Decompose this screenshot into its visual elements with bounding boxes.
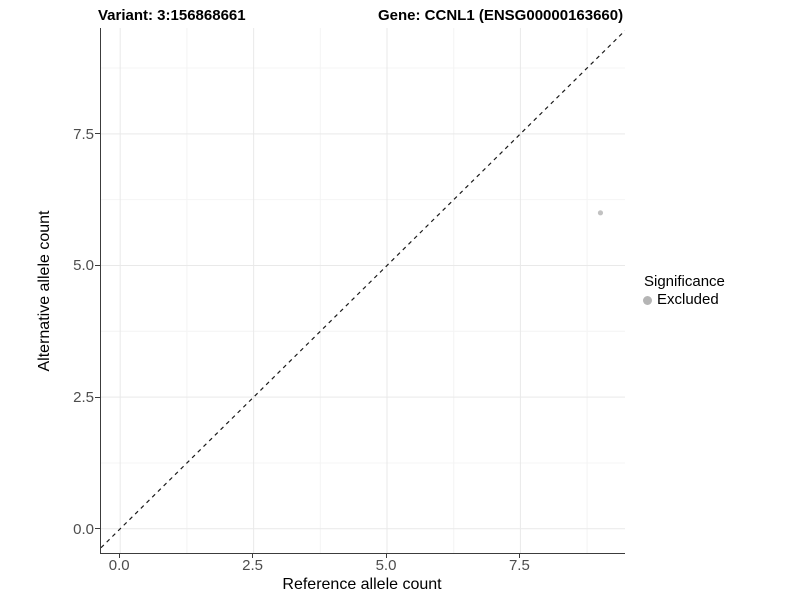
plot-canvas xyxy=(101,28,625,553)
x-axis-tick xyxy=(518,553,520,558)
data-point-excluded xyxy=(597,210,604,216)
legend-title: Significance xyxy=(644,273,725,290)
x-axis-tick-label: 2.5 xyxy=(242,557,264,574)
plot-panel xyxy=(100,28,625,554)
y-axis-tick-label: 2.5 xyxy=(73,389,94,407)
y-axis-tick xyxy=(95,396,100,398)
x-axis-tick-label: 5.0 xyxy=(375,557,397,574)
legend-entry-label: Excluded xyxy=(657,291,719,308)
y-axis-title: Alternative allele count xyxy=(36,210,53,372)
y-axis-tick xyxy=(95,264,100,266)
x-axis-tick-label: 7.5 xyxy=(508,557,530,574)
y-axis-tick-label: 5.0 xyxy=(73,257,94,275)
x-axis-tick-label: 0.0 xyxy=(108,557,130,574)
x-axis-tick xyxy=(252,553,254,558)
y-axis-tick-label: 7.5 xyxy=(73,125,94,143)
x-axis-tick xyxy=(118,553,120,558)
variant-title: Variant: 3:156868661 xyxy=(98,7,246,24)
gene-title: Gene: CCNL1 (ENSG00000163660) xyxy=(378,7,624,24)
y-axis-tick xyxy=(95,133,100,135)
legend: Significance Excluded xyxy=(640,272,725,309)
y-axis-tick xyxy=(95,528,100,530)
legend-point-icon xyxy=(643,295,652,305)
y-axis-tick-label: 0.0 xyxy=(73,520,94,538)
identity-line xyxy=(101,30,625,549)
x-axis-title: Reference allele count xyxy=(282,576,442,593)
legend-entry-excluded: Excluded xyxy=(640,291,725,309)
x-axis-tick xyxy=(385,553,387,558)
